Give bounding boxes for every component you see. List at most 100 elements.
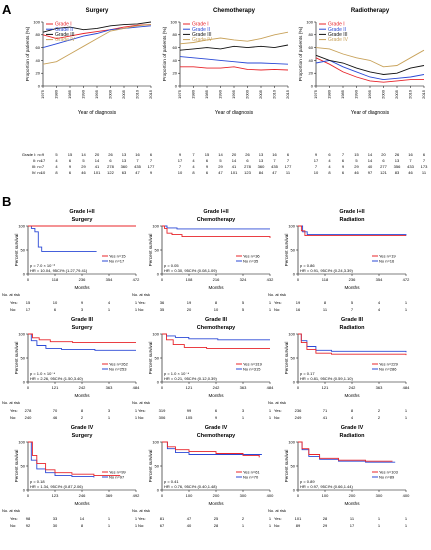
km-treatment-title: Radiation: [339, 325, 365, 331]
risk-row-yes-label: Yes:: [10, 516, 18, 521]
km-curve-no: [28, 225, 97, 252]
y-axis-label: Percent survival: [284, 450, 289, 483]
legend-yes-n: Yes n=19: [379, 254, 396, 259]
count-cell: 10: [41, 170, 46, 175]
km-grade-title: Grade III: [205, 317, 227, 323]
risk-cell-no: 10: [214, 307, 219, 312]
y-tick-label: 0: [311, 83, 314, 88]
legend-label: Grade IV: [55, 37, 76, 43]
count-cell: 360: [121, 164, 128, 169]
y-tick-label: 0: [157, 271, 160, 276]
risk-cell-yes: 8: [215, 300, 218, 305]
x-tick-label: 400: [267, 493, 274, 498]
x-tick-label: 484: [267, 385, 274, 390]
risk-row-no-label: No:: [10, 307, 16, 312]
x-tick-label: 1985: [67, 89, 72, 99]
x-tick-label: 2015: [421, 89, 426, 99]
legend-no-n: No n=35: [243, 259, 259, 264]
km-curve-yes: [162, 225, 271, 238]
x-tick-label: 1975: [313, 89, 318, 99]
km-p-value: p = 0.89: [300, 479, 315, 484]
legend-yes-n: Yes n=262: [109, 362, 129, 367]
count-row-label: IV: n=: [32, 170, 43, 175]
km-hazard-ratio: HR = 0.21, 95CI% (0.12,0.39): [164, 376, 217, 381]
count-cell: 26: [395, 152, 400, 157]
y-tick-label: 100: [152, 223, 159, 228]
x-tick-label: 0: [297, 385, 300, 390]
risk-cell-no: 2: [81, 415, 84, 420]
x-tick-label: 363: [376, 385, 383, 390]
x-tick-label: 2000: [108, 89, 113, 99]
km-hazard-ratio: HR = 1.34, 95CI% (0.87,2.06): [30, 484, 83, 489]
x-tick-label: 432: [267, 277, 274, 282]
risk-cell-no: 1: [108, 307, 111, 312]
count-cell: 6: [423, 152, 426, 157]
risk-cell-yes: 36: [160, 300, 165, 305]
km-treatment-title: Chemotherapy: [197, 217, 236, 223]
x-tick-label: 0: [161, 493, 164, 498]
risk-row-yes-label: Yes:: [10, 408, 18, 413]
km-treatment-title: Radiation: [339, 217, 365, 223]
count-cell: 7: [409, 158, 412, 163]
y-tick-label: 50: [291, 463, 296, 468]
risk-cell-no: 1: [135, 415, 138, 420]
count-cell: 13: [122, 152, 127, 157]
x-tick-label: 2015: [148, 89, 153, 99]
trend-count-table: Grade I: n=II: n=III: n=IV: n=9 5 15 14 20 26…: [22, 152, 428, 175]
count-cell: 6: [150, 152, 153, 157]
km-hazard-ratio: HR = 0.76, 95CI% (0.40,1.48): [164, 484, 217, 489]
count-cell: 17: [314, 158, 319, 163]
risk-cell-yes: 6: [215, 408, 218, 413]
risk-table-label: No. at risk: [132, 508, 150, 513]
km-treatment-title: Radiation: [339, 433, 365, 439]
x-tick-label: 121: [186, 385, 193, 390]
risk-row-yes-label: Yes:: [274, 300, 282, 305]
risk-cell-yes: 10: [53, 300, 58, 305]
count-cell: 7: [179, 164, 182, 169]
count-cell: 47: [135, 170, 140, 175]
count-cell: 7: [423, 158, 426, 163]
x-tick-label: 1990: [218, 89, 223, 99]
count-cell: 14: [81, 152, 86, 157]
count-cell: 278: [244, 164, 251, 169]
km-grade-title: Grade IV: [205, 425, 228, 431]
x-tick-label: 200: [213, 493, 220, 498]
legend-label: Grade III: [328, 32, 347, 38]
count-cell: 6: [246, 158, 249, 163]
risk-cell-yes: 1: [405, 300, 408, 305]
legend-no-n: No n=89: [379, 475, 395, 480]
risk-table-label: No. at risk: [268, 508, 286, 513]
count-cell: 6: [342, 170, 345, 175]
count-cell: 9: [206, 164, 209, 169]
x-tick-label: 236: [349, 277, 356, 282]
km-p-value: p = 1.0 × 10⁻⁴: [30, 371, 55, 376]
x-tick-label: 2005: [121, 89, 126, 99]
risk-cell-yes: 8: [351, 408, 354, 413]
count-cell: 123: [244, 170, 251, 175]
risk-cell-no: 17: [26, 307, 31, 312]
count-cell: 26: [245, 152, 250, 157]
km-curve-no: [298, 225, 407, 236]
x-tick-label: 1980: [54, 89, 59, 99]
y-tick-label: 0: [23, 271, 26, 276]
legend-label: Grade I: [328, 22, 345, 28]
legend-label: Grade I: [55, 22, 72, 28]
km-hazard-ratio: HR = 10.04, 95CI% (1.27,79.41): [30, 268, 88, 273]
y-axis-label: Percent survival: [284, 234, 289, 267]
risk-cell-yes: 319: [159, 408, 166, 413]
count-cell: 9: [42, 152, 45, 157]
km-treatment-title: Chemotherapy: [197, 433, 236, 439]
risk-cell-yes: 11: [350, 516, 355, 521]
y-tick-label: 50: [291, 247, 296, 252]
risk-table-label: No. at risk: [132, 400, 150, 405]
x-tick-label: 2010: [272, 89, 277, 99]
risk-cell-no: 6: [54, 307, 57, 312]
risk-row-yes-label: Yes:: [10, 300, 18, 305]
risk-cell-no: 89: [296, 523, 301, 528]
count-cell: 14: [95, 158, 100, 163]
y-axis-label: Percent survival: [148, 234, 153, 267]
x-axis-label: Months: [344, 285, 360, 290]
km-panel-1: Grade I+II Surgery 0 50 100 0 118 236 354 472 Perc…: [2, 209, 140, 312]
panel-label-a: A: [2, 2, 12, 17]
count-cell: 6: [109, 158, 112, 163]
